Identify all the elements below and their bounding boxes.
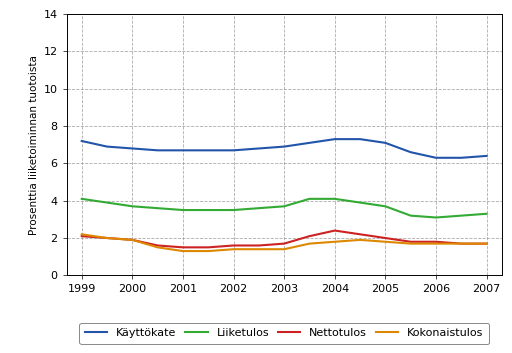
Line: Liiketulos: Liiketulos — [82, 199, 486, 217]
Kokonaistulos — [357, 238, 363, 242]
Liiketulos — [104, 201, 110, 205]
Nettotulos — [230, 243, 237, 247]
Nettotulos — [256, 243, 262, 247]
Nettotulos — [306, 234, 312, 238]
Kokonaistulos — [483, 241, 489, 246]
Liiketulos — [256, 206, 262, 210]
Nettotulos — [79, 234, 85, 238]
Nettotulos — [155, 243, 161, 247]
Nettotulos — [281, 241, 287, 246]
Liiketulos — [382, 204, 389, 208]
Kokonaistulos — [230, 247, 237, 251]
Liiketulos — [458, 214, 464, 218]
Käyttökate — [155, 148, 161, 152]
Liiketulos — [281, 204, 287, 208]
Kokonaistulos — [155, 245, 161, 250]
Liiketulos — [357, 201, 363, 205]
Käyttökate — [180, 148, 186, 152]
Käyttökate — [129, 146, 135, 151]
Käyttökate — [357, 137, 363, 141]
Nettotulos — [129, 238, 135, 242]
Liiketulos — [483, 212, 489, 216]
Kokonaistulos — [205, 249, 211, 253]
Käyttökate — [205, 148, 211, 152]
Kokonaistulos — [281, 247, 287, 251]
Y-axis label: Prosenttia liiketoiminnan tuotoista: Prosenttia liiketoiminnan tuotoista — [29, 55, 39, 235]
Kokonaistulos — [408, 241, 414, 246]
Käyttökate — [256, 146, 262, 151]
Kokonaistulos — [458, 241, 464, 246]
Käyttökate — [408, 150, 414, 154]
Liiketulos — [79, 197, 85, 201]
Käyttökate — [79, 139, 85, 143]
Käyttökate — [306, 141, 312, 145]
Nettotulos — [433, 240, 439, 244]
Käyttökate — [382, 141, 389, 145]
Kokonaistulos — [129, 238, 135, 242]
Kokonaistulos — [104, 236, 110, 240]
Nettotulos — [180, 245, 186, 250]
Line: Käyttökate: Käyttökate — [82, 139, 486, 158]
Liiketulos — [180, 208, 186, 212]
Liiketulos — [306, 197, 312, 201]
Nettotulos — [408, 240, 414, 244]
Käyttökate — [332, 137, 338, 141]
Kokonaistulos — [306, 241, 312, 246]
Käyttökate — [458, 156, 464, 160]
Liiketulos — [230, 208, 237, 212]
Kokonaistulos — [79, 232, 85, 237]
Liiketulos — [155, 206, 161, 210]
Liiketulos — [408, 214, 414, 218]
Liiketulos — [332, 197, 338, 201]
Liiketulos — [205, 208, 211, 212]
Nettotulos — [104, 236, 110, 240]
Kokonaistulos — [256, 247, 262, 251]
Käyttökate — [230, 148, 237, 152]
Legend: Käyttökate, Liiketulos, Nettotulos, Kokonaistulos: Käyttökate, Liiketulos, Nettotulos, Koko… — [79, 323, 489, 344]
Kokonaistulos — [332, 240, 338, 244]
Nettotulos — [458, 241, 464, 246]
Käyttökate — [104, 144, 110, 149]
Käyttökate — [483, 154, 489, 158]
Käyttökate — [281, 144, 287, 149]
Kokonaistulos — [433, 241, 439, 246]
Kokonaistulos — [180, 249, 186, 253]
Nettotulos — [483, 241, 489, 246]
Nettotulos — [205, 245, 211, 250]
Kokonaistulos — [382, 240, 389, 244]
Liiketulos — [129, 204, 135, 208]
Käyttökate — [433, 156, 439, 160]
Nettotulos — [332, 228, 338, 233]
Line: Kokonaistulos: Kokonaistulos — [82, 234, 486, 251]
Nettotulos — [382, 236, 389, 240]
Liiketulos — [433, 215, 439, 220]
Nettotulos — [357, 232, 363, 237]
Line: Nettotulos: Nettotulos — [82, 231, 486, 247]
